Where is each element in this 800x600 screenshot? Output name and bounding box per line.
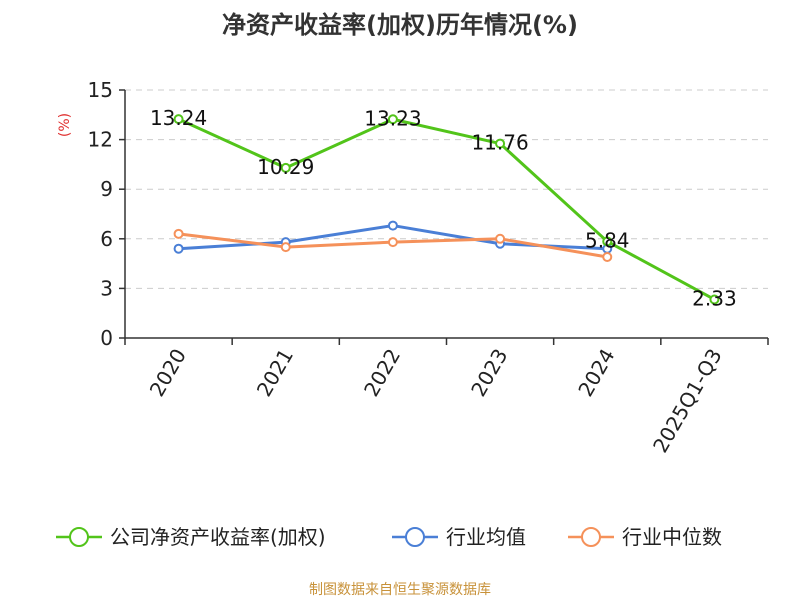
- data-labels: 13.24 10.29 13.23 11.76 5.84 2.33: [150, 106, 737, 310]
- series-2-point-4: [602, 251, 613, 262]
- y-tick-label-12: 12: [88, 128, 113, 152]
- series-0-point-4: [602, 236, 613, 247]
- data-label-3: 11.76: [471, 131, 528, 155]
- x-tick-label-2020: 2020: [145, 345, 191, 401]
- data-label-0: 13.24: [150, 106, 207, 130]
- y-tick-label-6: 6: [100, 227, 113, 251]
- data-label-4: 5.84: [585, 228, 630, 252]
- legend-label-0: 公司净资产收益率(加权): [110, 525, 326, 549]
- y-tick-label-15: 15: [88, 78, 113, 102]
- legend-marker-1: [405, 527, 425, 547]
- series-1-point-2: [387, 220, 398, 231]
- source-note: 制图数据来自恒生聚源数据库: [309, 582, 491, 598]
- y-tick-label-3: 3: [100, 276, 113, 300]
- legend: 公司净资产收益率(加权) 行业均值 行业中位数: [56, 525, 722, 549]
- x-tick-label-2023: 2023: [466, 345, 512, 401]
- series-2-point-0: [173, 228, 184, 239]
- y-tick-label-9: 9: [100, 177, 113, 201]
- y-tick-label-0: 0: [100, 326, 113, 350]
- y-tick-labels: 0 3 6 9 12 15: [88, 78, 113, 350]
- data-label-5: 2.33: [692, 286, 737, 310]
- data-label-2: 13.23: [364, 106, 421, 130]
- series-0-point-3: [495, 138, 506, 149]
- series-2-point-2: [387, 237, 398, 248]
- x-tick-label-2021: 2021: [252, 345, 298, 401]
- axes: [119, 89, 769, 345]
- series-0-point-5: [709, 294, 720, 305]
- gridlines: [125, 89, 768, 289]
- series-0-point-1: [280, 162, 291, 173]
- series-2-point-3: [495, 233, 506, 244]
- legend-marker-0: [69, 527, 89, 547]
- x-tick-label-2025Q1-Q3: 2025Q1-Q3: [648, 345, 727, 457]
- series-0-point-2: [387, 114, 398, 125]
- series-lines: [173, 114, 720, 305]
- legend-label-2: 行业中位数: [622, 525, 722, 549]
- chart-title: 净资产收益率(加权)历年情况(%): [222, 11, 578, 39]
- legend-marker-2: [581, 527, 601, 547]
- x-tick-label-2022: 2022: [359, 345, 405, 401]
- legend-label-1: 行业均值: [446, 525, 526, 549]
- data-label-1: 10.29: [257, 155, 314, 179]
- series-2-point-1: [280, 242, 291, 253]
- y-axis-label: (%): [57, 113, 73, 137]
- x-tick-label-2024: 2024: [573, 345, 619, 401]
- series-1-point-0: [173, 243, 184, 254]
- x-tick-labels: 2020 2021 2022 2023 2024 2025Q1-Q3: [145, 345, 727, 457]
- series-line-0: [177, 117, 716, 301]
- series-0-point-0: [173, 114, 184, 125]
